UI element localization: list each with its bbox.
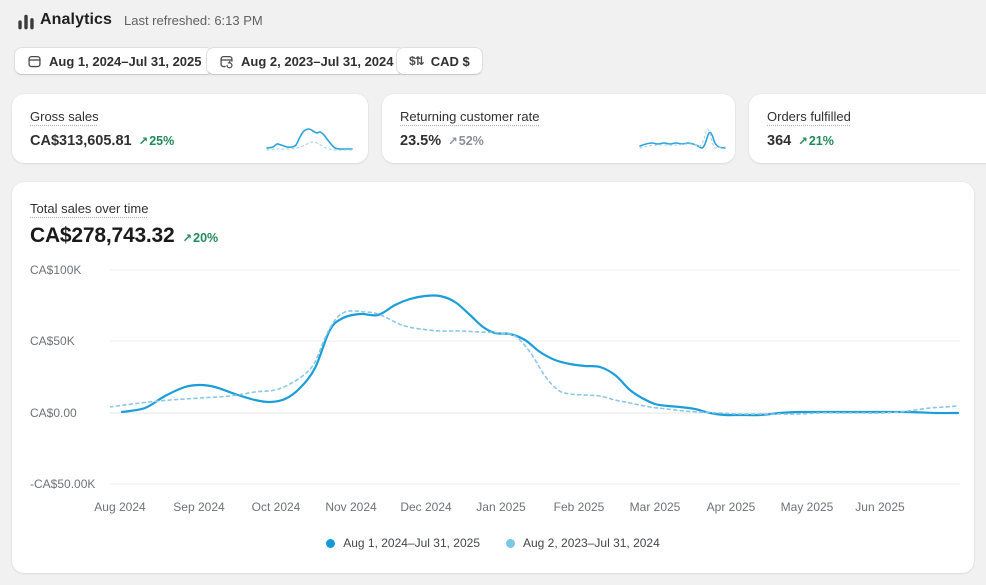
- y-axis-tick: CA$0.00: [30, 406, 77, 420]
- trend-up-icon: ↗: [182, 233, 193, 245]
- y-axis-tick: CA$50K: [30, 334, 75, 348]
- calendar-icon: [28, 55, 41, 67]
- x-axis-tick: Dec 2024: [400, 500, 452, 514]
- calendar-compare-icon: [220, 55, 233, 68]
- legend-item-current[interactable]: Aug 1, 2024–Jul 31, 2025: [326, 536, 480, 550]
- x-axis-tick: Sep 2024: [173, 500, 225, 514]
- legend: Aug 1, 2024–Jul 31, 2025 Aug 2, 2023–Jul…: [12, 536, 974, 550]
- x-axis-tick: Oct 2024: [251, 500, 301, 514]
- sparkline-chart: [266, 128, 353, 151]
- y-axis-tick: CA$100K: [30, 263, 82, 277]
- currency-label: CAD $: [430, 53, 470, 69]
- currency-exchange-icon: $⇅: [409, 54, 425, 68]
- x-axis-tick: Feb 2025: [553, 500, 605, 514]
- comparison-range-button[interactable]: Aug 2, 2023–Jul 31, 2024: [206, 47, 407, 75]
- x-axis-tick: Jan 2025: [476, 500, 526, 514]
- x-axis-tick: May 2025: [780, 500, 834, 514]
- x-axis-tick: Nov 2024: [325, 500, 377, 514]
- trend-up-icon: ↗: [798, 136, 808, 148]
- metric-card-returning-customer-rate[interactable]: Returning customer rate 23.5% ↗52%: [382, 94, 735, 163]
- metric-value: CA$313,605.81: [30, 133, 132, 149]
- sparkline-chart: [639, 128, 726, 149]
- date-range-button[interactable]: Aug 1, 2024–Jul 31, 2025: [14, 47, 215, 75]
- metric-title[interactable]: Returning customer rate: [400, 109, 540, 124]
- metric-value: 23.5%: [400, 133, 442, 149]
- legend-dot: [326, 538, 336, 548]
- metric-title[interactable]: Gross sales: [30, 109, 99, 124]
- bar-chart-icon: [18, 14, 34, 30]
- x-axis-tick: Apr 2025: [706, 500, 756, 514]
- trend-badge: ↗20%: [182, 231, 219, 245]
- report-total-value: CA$278,743.32: [30, 224, 175, 247]
- currency-button[interactable]: $⇅ CAD $: [396, 47, 483, 75]
- page-title: Analytics: [40, 11, 113, 28]
- trend-badge: ↗21%: [798, 134, 834, 148]
- date-range-label: Aug 1, 2024–Jul 31, 2025: [49, 53, 202, 69]
- legend-label: Aug 1, 2024–Jul 31, 2025: [343, 536, 480, 550]
- metric-card-orders-fulfilled[interactable]: Orders fulfilled 364 ↗21%: [749, 94, 986, 163]
- x-axis: Aug 2024 Sep 2024 Oct 2024 Nov 2024 Dec …: [12, 500, 974, 516]
- x-axis-tick: Jun 2025: [855, 500, 905, 514]
- metric-title[interactable]: Orders fulfilled: [767, 109, 851, 124]
- legend-dot: [506, 538, 515, 548]
- trend-badge: ↗52%: [448, 134, 484, 148]
- metric-value: 364: [767, 133, 792, 149]
- x-axis-tick: Aug 2024: [94, 500, 146, 514]
- metric-card-gross-sales[interactable]: Gross sales CA$313,605.81 ↗25%: [12, 94, 368, 163]
- report-title[interactable]: Total sales over time: [30, 201, 149, 216]
- x-axis-tick: Mar 2025: [629, 500, 681, 514]
- trend-badge: ↗25%: [138, 134, 175, 148]
- total-sales-chart[interactable]: [110, 262, 960, 502]
- legend-label: Aug 2, 2023–Jul 31, 2024: [523, 536, 660, 550]
- legend-item-previous[interactable]: Aug 2, 2023–Jul 31, 2024: [506, 536, 660, 550]
- trend-up-icon: ↗: [448, 136, 458, 148]
- total-sales-report-card: Total sales over time CA$278,743.32 ↗20%…: [12, 182, 974, 573]
- last-refreshed-text: Last refreshed: 6:13 PM: [124, 13, 263, 28]
- y-axis-tick: -CA$50.00K: [30, 477, 96, 491]
- trend-up-icon: ↗: [138, 136, 149, 148]
- comparison-range-label: Aug 2, 2023–Jul 31, 2024: [241, 53, 394, 69]
